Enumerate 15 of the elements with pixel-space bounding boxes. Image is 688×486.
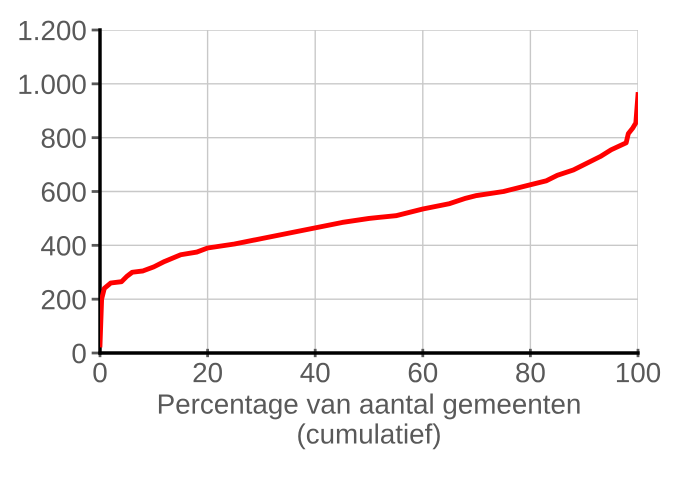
x-tick-label: 40	[300, 362, 330, 382]
y-tick-label: 0	[72, 344, 86, 364]
y-tick-label: 200	[42, 290, 86, 310]
y-tick-label: 400	[41, 236, 86, 256]
y-tick-label: 1.200	[19, 20, 86, 40]
line-series	[100, 92, 638, 348]
x-tick-label: 80	[516, 362, 545, 382]
x-tick-label: 100	[616, 362, 660, 382]
x-tick-label: 0	[93, 362, 107, 382]
y-tick-label: 600	[42, 182, 86, 202]
y-tick-label: 1.000	[19, 74, 86, 94]
x-axis-title: Percentage van aantal gemeenten (cumulatief)	[158, 393, 580, 450]
y-tick-label: 800	[42, 128, 86, 148]
x-tick-label: 20	[194, 362, 222, 382]
x-tick-label: 60	[408, 362, 438, 382]
